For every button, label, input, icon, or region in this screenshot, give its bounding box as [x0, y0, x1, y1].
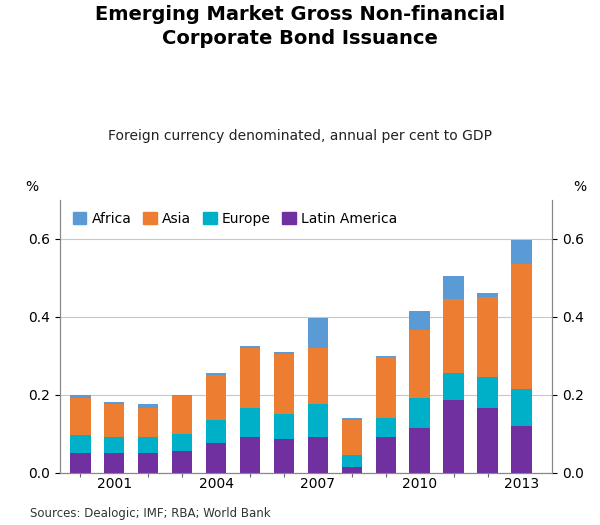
Bar: [511, 264, 532, 388]
Bar: [138, 404, 158, 408]
Bar: [443, 401, 464, 472]
Bar: [308, 437, 328, 472]
Legend: Africa, Asia, Europe, Latin America: Africa, Asia, Europe, Latin America: [67, 206, 403, 232]
Bar: [478, 293, 498, 297]
Bar: [376, 437, 396, 472]
Bar: [376, 418, 396, 437]
Text: Foreign currency denominated, annual per cent to GDP: Foreign currency denominated, annual per…: [108, 129, 492, 143]
Text: Emerging Market Gross Non-financial
Corporate Bond Issuance: Emerging Market Gross Non-financial Corp…: [95, 5, 505, 48]
Bar: [308, 319, 328, 348]
Bar: [172, 451, 193, 472]
Bar: [240, 348, 260, 408]
Bar: [341, 467, 362, 472]
Bar: [376, 355, 396, 358]
Bar: [70, 453, 91, 472]
Text: Sources: Dealogic; IMF; RBA; World Bank: Sources: Dealogic; IMF; RBA; World Bank: [30, 507, 271, 520]
Bar: [274, 352, 294, 353]
Bar: [104, 402, 124, 404]
Bar: [104, 404, 124, 437]
Bar: [443, 299, 464, 373]
Bar: [341, 455, 362, 467]
Bar: [206, 375, 226, 420]
Text: %: %: [574, 180, 586, 194]
Text: %: %: [26, 180, 38, 194]
Bar: [341, 420, 362, 455]
Bar: [308, 404, 328, 437]
Bar: [376, 358, 396, 418]
Bar: [409, 398, 430, 428]
Bar: [274, 414, 294, 439]
Bar: [138, 453, 158, 472]
Bar: [70, 435, 91, 453]
Bar: [478, 377, 498, 408]
Bar: [274, 353, 294, 414]
Bar: [70, 398, 91, 435]
Bar: [478, 408, 498, 472]
Bar: [478, 297, 498, 377]
Bar: [341, 418, 362, 420]
Bar: [409, 428, 430, 473]
Bar: [240, 346, 260, 348]
Bar: [138, 437, 158, 453]
Bar: [172, 396, 193, 434]
Bar: [240, 437, 260, 472]
Bar: [206, 373, 226, 375]
Bar: [443, 276, 464, 299]
Bar: [409, 311, 430, 330]
Bar: [172, 434, 193, 451]
Bar: [409, 330, 430, 398]
Bar: [104, 437, 124, 453]
Bar: [511, 240, 532, 264]
Bar: [511, 426, 532, 472]
Bar: [308, 348, 328, 404]
Bar: [240, 408, 260, 437]
Bar: [443, 373, 464, 401]
Bar: [138, 408, 158, 437]
Bar: [172, 394, 193, 396]
Bar: [206, 420, 226, 443]
Bar: [274, 439, 294, 472]
Bar: [206, 443, 226, 472]
Bar: [511, 388, 532, 426]
Bar: [70, 394, 91, 398]
Bar: [104, 453, 124, 472]
